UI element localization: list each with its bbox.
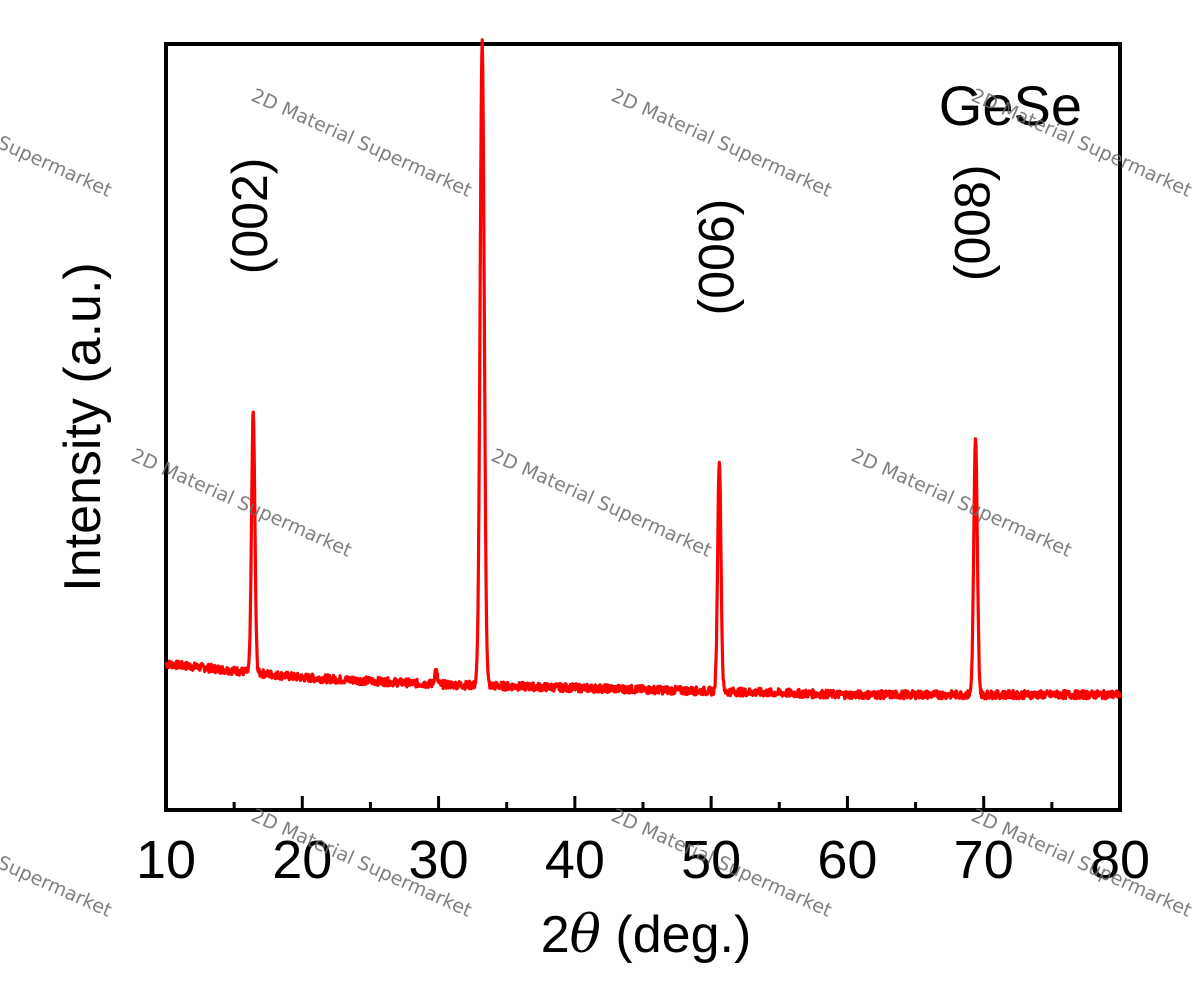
x-axis-tick-labels: 10 20 30 40 50 60 70 80 <box>136 830 1150 890</box>
watermark-text: 2D Material Supermarket <box>848 444 1075 561</box>
peak-label: (008) <box>945 164 1001 281</box>
watermark-text: 2D Material Supermarket <box>488 444 715 561</box>
plot-frame <box>164 42 1122 812</box>
series-line <box>164 38 1122 701</box>
x-axis-title-prefix: 2 <box>541 906 570 964</box>
watermark-text: 2D Material Supermarket <box>0 804 115 921</box>
x-tick-label: 30 <box>409 830 469 890</box>
watermark-text: 2D Material Supermarket <box>248 84 475 201</box>
peak-labels: (002)(004)(006)(008) <box>222 158 1001 316</box>
x-tick-label: 60 <box>817 830 877 890</box>
x-axis-title-suffix: (deg.) <box>601 906 751 964</box>
x-tick-label: 80 <box>1090 830 1150 890</box>
peak-label: (006) <box>688 199 744 316</box>
watermark-text: 2D Material Supermarket <box>608 804 835 921</box>
watermark-text: 2D Material Supermarket <box>128 444 355 561</box>
x-tick-label: 70 <box>954 830 1014 890</box>
x-tick-label: 20 <box>272 830 332 890</box>
x-tick-label: 40 <box>545 830 605 890</box>
watermark-layer: 2D Material Supermarket 2D Material Super… <box>0 84 1195 921</box>
sample-label: GeSe <box>939 74 1082 137</box>
x-axis-ticks <box>164 796 1122 810</box>
x-tick-label: 10 <box>136 830 196 890</box>
theta-symbol: θ <box>570 905 601 965</box>
y-axis-title: Intensity (a.u.) <box>54 262 112 591</box>
x-tick-label: 50 <box>681 830 741 890</box>
x-axis-title: 2θ (deg.) <box>541 905 752 965</box>
watermark-text: 2D Material Supermarket <box>0 84 115 201</box>
watermark-text: 2D Material Supermarket <box>608 84 835 201</box>
peak-label: (002) <box>222 158 278 275</box>
